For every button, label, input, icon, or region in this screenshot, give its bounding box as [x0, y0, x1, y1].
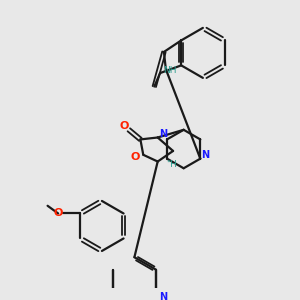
Text: NH: NH: [163, 66, 176, 75]
Text: O: O: [119, 121, 129, 131]
Text: N: N: [201, 150, 209, 160]
Text: N: N: [159, 292, 167, 300]
Text: "H: "H: [166, 160, 177, 169]
Text: O: O: [131, 152, 140, 162]
Text: N: N: [159, 129, 167, 139]
Text: O: O: [53, 208, 63, 218]
